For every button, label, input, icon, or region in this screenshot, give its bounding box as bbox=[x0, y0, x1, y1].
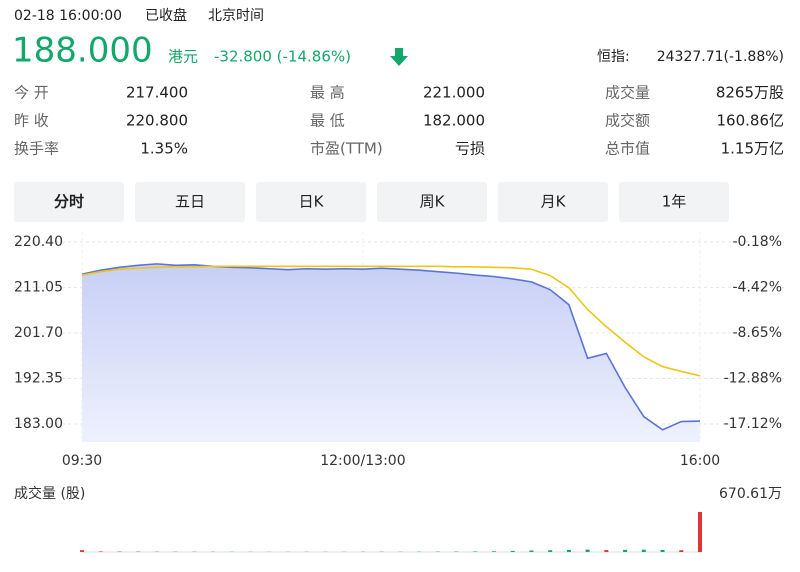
stat-value: 8265万股 bbox=[716, 84, 784, 102]
stat-label: 最 高 bbox=[310, 84, 345, 102]
y-tick-label: 192.35 bbox=[14, 370, 63, 386]
y-tick-label: 220.40 bbox=[14, 234, 63, 250]
stat-value: 亏损 bbox=[455, 140, 485, 158]
tab-label[interactable]: 日K bbox=[299, 193, 325, 211]
stat-value: 182.000 bbox=[423, 112, 485, 130]
stat-value: 220.800 bbox=[126, 112, 188, 130]
volume-bar bbox=[80, 550, 84, 552]
tab-label[interactable]: 月K bbox=[541, 193, 567, 211]
volume-tick-label: 670.61万 bbox=[719, 486, 782, 502]
index-value: 24327.71(-1.88%) bbox=[657, 49, 784, 65]
stat-label: 今 开 bbox=[14, 84, 49, 102]
volume-bar bbox=[623, 549, 628, 552]
stat-value: 160.86亿 bbox=[717, 112, 785, 130]
tab-label[interactable]: 分时 bbox=[54, 193, 84, 211]
stat-value: 1.15万亿 bbox=[721, 140, 784, 158]
tab[interactable] bbox=[619, 182, 729, 222]
price: 188.000 bbox=[12, 31, 153, 71]
y2-tick-label: -12.88% bbox=[724, 370, 782, 386]
volume-title: 成交量 (股) bbox=[14, 485, 85, 502]
volume-bar bbox=[641, 549, 646, 552]
volume-bar bbox=[529, 550, 534, 552]
tab-label[interactable]: 五日 bbox=[175, 193, 205, 211]
y2-tick-label: -17.12% bbox=[724, 416, 782, 432]
tab-label[interactable]: 周K bbox=[420, 193, 446, 211]
volume-bar bbox=[660, 549, 665, 552]
y-tick-label: 201.70 bbox=[14, 325, 63, 341]
stat-label: 昨 收 bbox=[14, 112, 49, 130]
status: 已收盘 bbox=[145, 7, 187, 24]
y2-tick-label: -8.65% bbox=[732, 325, 782, 341]
volume-bar bbox=[510, 550, 515, 552]
currency: 港元 bbox=[168, 48, 198, 66]
stat-label: 换手率 bbox=[14, 140, 59, 158]
stat-label: 最 低 bbox=[310, 112, 345, 130]
volume-bar bbox=[585, 549, 590, 552]
tab[interactable] bbox=[14, 182, 124, 222]
volume-bar bbox=[604, 550, 609, 552]
volume-bar bbox=[492, 551, 496, 552]
volume-bar bbox=[548, 550, 553, 552]
down-arrow bbox=[390, 48, 408, 66]
stat-value: 221.000 bbox=[423, 84, 485, 102]
volume-bar bbox=[566, 549, 571, 552]
area bbox=[82, 263, 700, 442]
change: -32.800 (-14.86%) bbox=[214, 48, 351, 66]
stat-value: 217.400 bbox=[126, 84, 188, 102]
index-label: 恒指: bbox=[597, 49, 630, 65]
tab[interactable] bbox=[135, 182, 245, 222]
y-tick-label: 183.00 bbox=[14, 416, 63, 432]
y2-tick-label: -0.18% bbox=[732, 234, 782, 250]
tab-label[interactable]: 1年 bbox=[662, 193, 687, 211]
stat-value: 1.35% bbox=[140, 140, 188, 158]
x-tick-label: 12:00/13:00 bbox=[320, 453, 405, 469]
volume-bar bbox=[698, 512, 702, 552]
stat-label: 市盈(TTM) bbox=[310, 140, 383, 158]
line bbox=[81, 263, 701, 431]
stat-label: 成交额 bbox=[605, 112, 650, 130]
tab[interactable] bbox=[256, 182, 366, 222]
time: 02-18 16:00:00 bbox=[14, 8, 122, 24]
stat-label: 总市值 bbox=[605, 140, 650, 158]
line bbox=[81, 265, 701, 377]
stat-label: 成交量 bbox=[605, 84, 650, 102]
x-tick-label: 09:30 bbox=[62, 453, 102, 469]
y-tick-label: 211.05 bbox=[14, 279, 63, 295]
tab[interactable] bbox=[377, 182, 487, 222]
volume-bar bbox=[679, 550, 684, 552]
timezone: 北京时间 bbox=[208, 8, 264, 24]
tab[interactable] bbox=[498, 182, 608, 222]
volume-bar bbox=[98, 551, 103, 552]
volume-bar bbox=[473, 551, 478, 552]
x-tick-label: 16:00 bbox=[680, 453, 720, 469]
y2-tick-label: -4.42% bbox=[732, 280, 782, 296]
